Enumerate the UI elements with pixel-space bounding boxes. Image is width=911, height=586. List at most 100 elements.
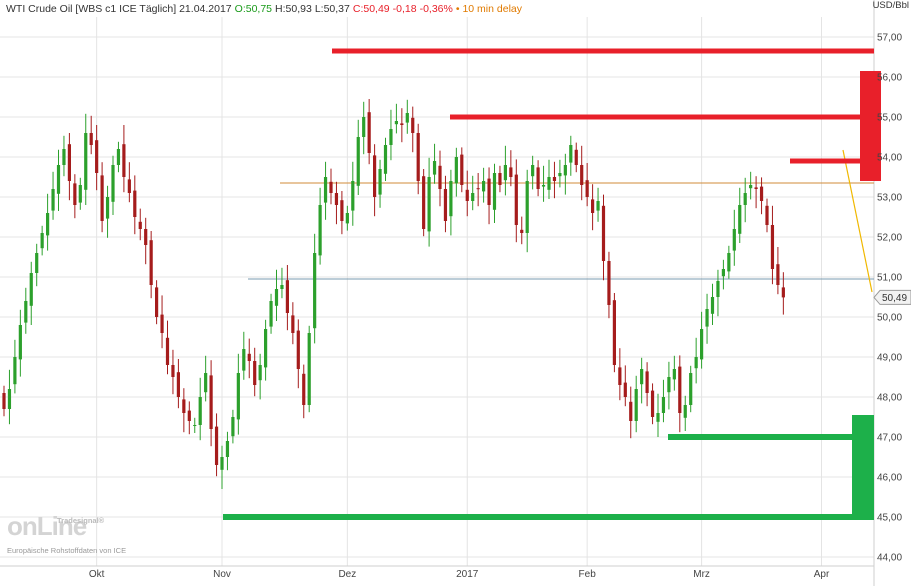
candle-body — [465, 189, 469, 201]
candle-body — [689, 373, 693, 405]
candle-body — [716, 281, 720, 297]
candle-body — [51, 189, 55, 211]
candle-body — [634, 389, 638, 421]
candle-body — [264, 329, 268, 368]
projection-arrow-line — [842, 149, 873, 293]
candle-body — [291, 315, 295, 333]
candle-body — [438, 165, 442, 189]
candle-body — [405, 113, 409, 123]
candle-body — [296, 330, 300, 369]
candle-body — [182, 399, 186, 413]
candle-body — [383, 145, 388, 174]
candle-body — [253, 361, 257, 385]
candle-body — [198, 397, 202, 425]
candle-body — [220, 457, 224, 470]
y-tick-label: 57,00 — [877, 33, 902, 44]
candle-body — [416, 133, 420, 181]
candle-body — [280, 285, 284, 289]
candle-body — [231, 417, 235, 437]
candle-body — [160, 314, 164, 333]
candle-body — [580, 165, 584, 185]
candle-body — [563, 165, 567, 176]
tradesignal-logo: onLine Tradesignal® Europäische Rohstoff… — [7, 511, 126, 555]
candle-body — [127, 179, 131, 193]
candle-body — [362, 117, 366, 137]
x-tick-label: Mrz — [693, 569, 710, 580]
candle-body — [193, 425, 197, 426]
candle-body — [667, 377, 671, 393]
candle-body — [471, 193, 475, 201]
candle-body — [122, 144, 126, 177]
x-tick-label: Okt — [89, 569, 105, 580]
candle-body — [531, 165, 535, 177]
candle-body — [2, 393, 6, 409]
candle-body — [116, 149, 121, 165]
candle-body — [373, 155, 377, 197]
candle-body — [171, 365, 175, 377]
candle-body — [274, 289, 279, 306]
grid-lines — [0, 0, 875, 586]
chart-header: WTI Crude Oil [WBS c1 ICE Täglich] 21.04… — [6, 3, 525, 15]
candle-body — [541, 185, 546, 187]
candle-body — [307, 333, 311, 405]
candle-body — [601, 205, 606, 261]
logo-wordmark: onLine — [7, 511, 87, 541]
y-tick-label: 50,00 — [877, 313, 902, 324]
candle-body — [656, 413, 660, 422]
candle-body — [683, 405, 687, 418]
candle-body — [345, 213, 349, 224]
candle-body — [242, 349, 246, 371]
y-tick-label: 56,00 — [877, 73, 902, 84]
candle-body — [492, 173, 497, 210]
candle-body — [700, 329, 704, 360]
candle-body — [209, 375, 213, 429]
candle-body — [678, 366, 682, 413]
last-price-label: 50,49 — [882, 293, 907, 304]
candle-body — [329, 181, 333, 193]
candle-body — [138, 221, 142, 229]
x-tick-label: Nov — [213, 569, 231, 580]
candle-body — [89, 133, 93, 145]
candle-body — [225, 441, 230, 457]
candle-body — [454, 157, 458, 184]
candle-body — [133, 190, 137, 217]
chart-title: WTI Crude Oil [WBS c1 ICE Täglich] 21.04… — [6, 3, 232, 15]
candle-body — [460, 154, 464, 185]
candle-body — [73, 183, 77, 205]
unit-label: USD/Bbl — [872, 0, 909, 11]
candle-body — [618, 367, 622, 385]
close-value: C:50,49 — [352, 3, 390, 15]
candle-body — [236, 373, 240, 420]
candle-body — [318, 205, 322, 256]
candle-body — [661, 397, 666, 413]
candle-body — [111, 165, 115, 202]
candle-body — [46, 213, 50, 236]
open-value: O:50,75 — [234, 3, 273, 15]
candle-body — [356, 137, 360, 186]
candle-body — [705, 309, 709, 327]
candle-body — [24, 301, 28, 323]
candle-body — [394, 121, 398, 125]
candle-body — [482, 181, 486, 192]
x-tick-label: Feb — [579, 569, 597, 580]
data-source-note: Europäische Rohstoffdaten von ICE — [7, 546, 127, 555]
candle-body — [247, 353, 251, 361]
candle-body — [743, 193, 747, 205]
candle-body — [727, 253, 731, 272]
candle-body — [547, 177, 551, 190]
candle-body — [476, 188, 480, 190]
candle-body — [29, 273, 33, 306]
candle-body — [95, 140, 99, 173]
candle-body — [574, 149, 578, 165]
candle-body — [149, 240, 153, 285]
resistance-zone-bar — [860, 71, 881, 181]
candle-body — [187, 410, 191, 421]
candle-body — [536, 167, 540, 189]
candle-body — [422, 176, 426, 229]
candle-body — [591, 199, 595, 213]
candle-body — [596, 201, 600, 211]
candle-body — [165, 337, 170, 365]
candle-body — [323, 177, 328, 203]
candle-body — [487, 178, 491, 205]
